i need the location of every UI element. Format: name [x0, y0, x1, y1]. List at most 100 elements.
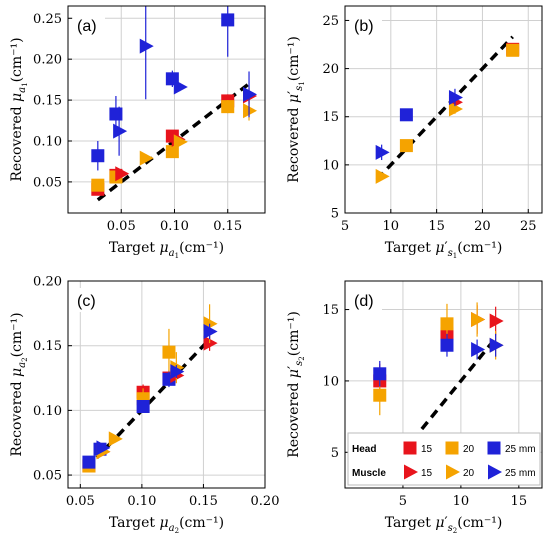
x-axis-label: Target μ′s2(cm⁻¹)	[385, 515, 503, 535]
y-tick-label: 0.15	[33, 94, 62, 109]
data-point	[471, 342, 486, 358]
legend-entry-label: 20	[463, 444, 475, 455]
data-point	[373, 388, 387, 402]
x-tick-label: 0.10	[127, 494, 156, 509]
y-tick-label: 15	[322, 303, 339, 318]
data-point	[221, 100, 235, 114]
data-point	[448, 101, 463, 117]
plot-frame	[344, 5, 543, 214]
data-point	[115, 166, 130, 182]
x-tick-label: 15	[428, 219, 445, 234]
y-tick-label: 5	[331, 207, 339, 222]
data-point	[448, 89, 463, 105]
data-point	[399, 139, 413, 153]
y-tick-label: 0.05	[33, 175, 62, 190]
data-point	[440, 338, 454, 352]
x-tick-label: 10	[383, 219, 400, 234]
series-muscle-25	[96, 323, 218, 456]
x-axis-label: Target μa1(cm⁻¹)	[109, 240, 224, 260]
data-point	[82, 455, 96, 469]
y-axis-label: Recovered μa2(cm⁻¹)	[9, 312, 29, 456]
y-tick-label: 0.10	[33, 135, 62, 150]
series-head-15	[373, 319, 454, 399]
identity-fit-line	[401, 337, 498, 454]
data-point	[109, 107, 123, 121]
y-tick-label: 20	[322, 62, 339, 77]
data-point	[489, 313, 504, 329]
x-tick-label: 10	[453, 494, 470, 509]
data-point	[440, 317, 454, 331]
panel-4: 5 10 15 5 10 15 Target μ′s2(cm⁻¹) Recovered μ′s…	[286, 280, 543, 535]
legend-row-label: Muscle	[352, 468, 386, 479]
identity-fit-line	[375, 35, 514, 181]
panel-tag: (c)	[77, 293, 96, 310]
y-tick-label: 25	[322, 14, 339, 29]
data-point	[203, 323, 218, 339]
x-tick-label: 0.15	[189, 494, 218, 509]
series-muscle-20	[96, 304, 218, 460]
x-tick-label: 0.15	[213, 219, 242, 234]
y-tick-label: 10	[322, 374, 339, 389]
x-tick-label: 0.20	[251, 494, 280, 509]
data-point	[203, 335, 218, 351]
y-tick-label: 5	[331, 446, 339, 461]
data-point	[243, 86, 258, 102]
x-axis-label: Target μ′s1(cm⁻¹)	[385, 240, 503, 260]
y-tick-label: 15	[322, 110, 339, 125]
panel-tag: (b)	[354, 18, 374, 35]
data-point	[506, 43, 520, 57]
x-tick-label: 20	[474, 219, 491, 234]
legend-entry-label: 20	[463, 468, 475, 479]
x-tick-label: 25	[520, 219, 537, 234]
plot-frame	[344, 280, 543, 489]
legend-entry-label: 25 mm	[505, 444, 536, 455]
data-layer	[82, 304, 218, 473]
panel-tag-background	[73, 288, 105, 312]
plot-frame	[67, 5, 266, 214]
y-axis-label: Recovered μ′s2(cm⁻¹)	[286, 311, 306, 458]
legend-marker	[488, 464, 502, 480]
series-muscle-25	[113, 6, 258, 156]
x-tick-label: 0.10	[160, 219, 189, 234]
series-muscle-20	[139, 100, 258, 166]
data-point	[170, 364, 185, 380]
data-point	[165, 145, 179, 159]
legend-marker	[446, 464, 460, 480]
data-point	[373, 367, 387, 381]
data-point	[221, 13, 235, 27]
series-head-20	[373, 303, 454, 416]
data-point	[399, 108, 413, 122]
data-point	[139, 38, 154, 54]
data-point	[489, 337, 504, 353]
panel-1: 0.05 0.10 0.15 0.05 0.10 0.15 0.20 0.25 Target μ…	[9, 5, 266, 260]
data-point	[173, 79, 188, 95]
y-axis-label: Recovered μ′s1(cm⁻¹)	[286, 36, 306, 183]
data-point	[108, 431, 123, 447]
panel-tag-background	[350, 13, 382, 37]
legend: Head 15 20 25 mm Muscle 15 20 25 mm	[347, 432, 541, 486]
legend-box	[347, 432, 541, 486]
data-point	[375, 168, 390, 184]
panel-tag: (d)	[354, 293, 374, 310]
series-head-25	[82, 371, 176, 469]
series-muscle-20	[375, 101, 463, 184]
x-tick-label: 5	[399, 494, 407, 509]
data-point	[243, 103, 258, 119]
y-tick-label: 0.20	[33, 53, 62, 68]
y-tick-label: 0.15	[33, 339, 62, 354]
panel-3: 0.05 0.10 0.15 0.20 0.05 0.10 0.15 0.20 Target μ…	[9, 275, 279, 536]
legend-entry-label: 15	[421, 468, 433, 479]
y-tick-label: 0.20	[33, 275, 62, 290]
series-muscle-25	[471, 333, 504, 360]
data-point	[113, 123, 128, 139]
legend-marker	[487, 441, 501, 455]
series-muscle-15	[115, 87, 258, 182]
panel-tag-background	[350, 288, 382, 312]
data-point	[139, 150, 154, 166]
y-axis-label: Recovered μa1(cm⁻¹)	[9, 37, 29, 181]
x-tick-label: 0.05	[66, 494, 95, 509]
y-tick-label: 10	[322, 158, 339, 173]
data-point	[91, 149, 105, 163]
